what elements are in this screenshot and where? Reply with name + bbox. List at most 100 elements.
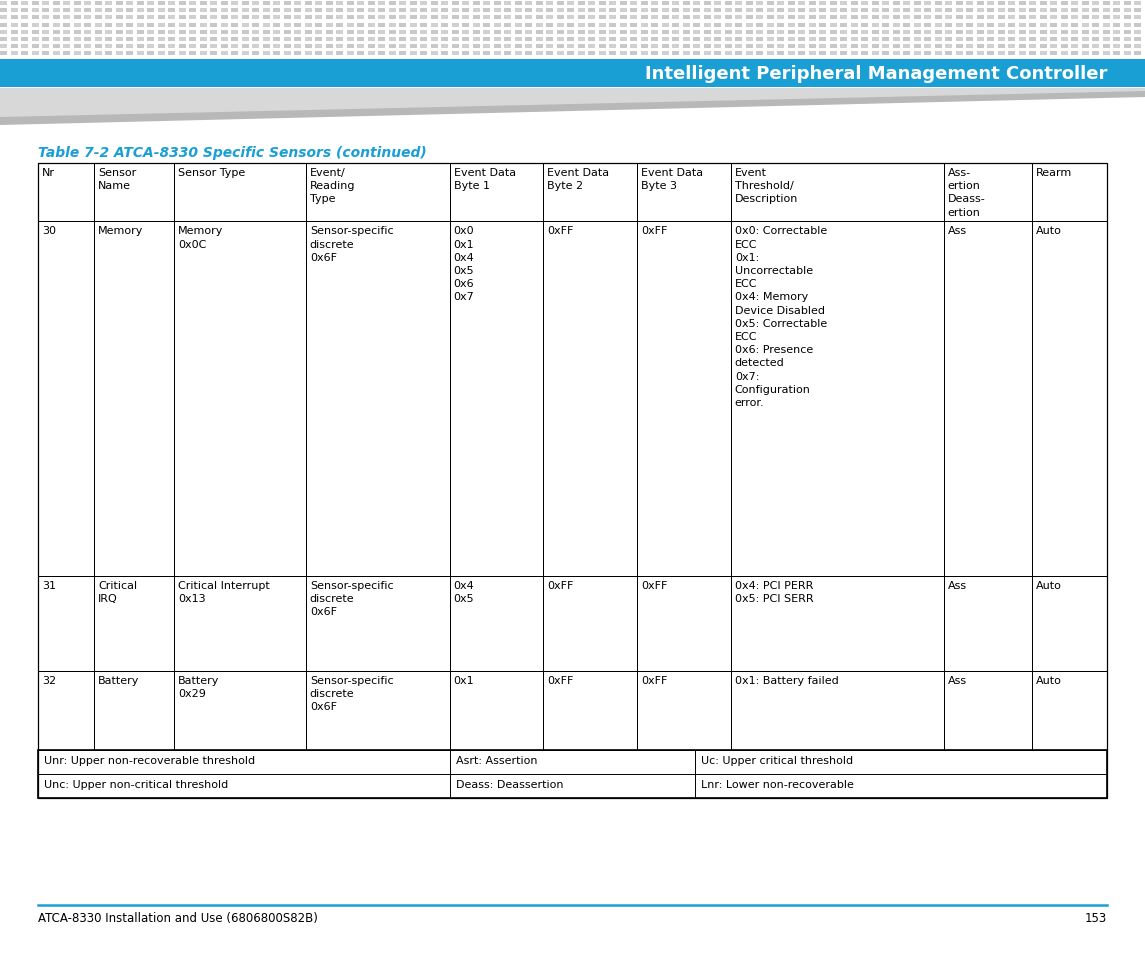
Bar	[693, 67, 700, 71]
Bar	[262, 81, 269, 85]
Bar	[147, 2, 153, 6]
Bar	[306, 164, 450, 222]
Bar	[378, 16, 385, 20]
Bar	[514, 16, 521, 20]
Bar	[21, 67, 27, 71]
Bar	[53, 67, 60, 71]
Bar	[662, 38, 669, 42]
Bar	[420, 2, 427, 6]
Bar	[934, 74, 941, 78]
Bar	[95, 59, 102, 64]
Bar	[966, 2, 973, 6]
Bar	[158, 52, 165, 56]
Bar	[861, 45, 868, 50]
Bar	[840, 74, 847, 78]
Bar	[966, 10, 973, 13]
Bar	[1019, 59, 1026, 64]
Bar	[714, 45, 721, 50]
Bar	[305, 67, 311, 71]
Bar	[174, 577, 306, 671]
Bar	[599, 59, 606, 64]
Bar	[1092, 10, 1099, 13]
Bar	[536, 74, 543, 78]
Bar	[788, 67, 795, 71]
Bar	[461, 81, 469, 85]
Text: Ass-
ertion
Deass-
ertion: Ass- ertion Deass- ertion	[948, 168, 986, 217]
Bar	[630, 38, 637, 42]
Bar	[714, 30, 721, 34]
Bar	[851, 67, 858, 71]
Text: 30: 30	[42, 226, 56, 236]
Bar	[987, 52, 994, 56]
Bar	[388, 59, 395, 64]
Bar	[977, 52, 984, 56]
Bar	[0, 38, 7, 42]
Bar	[179, 74, 185, 78]
Bar	[38, 671, 94, 751]
Bar	[808, 24, 815, 28]
Bar	[441, 67, 448, 71]
Bar	[1092, 45, 1099, 50]
Bar	[997, 52, 1004, 56]
Bar	[189, 59, 196, 64]
Bar	[410, 16, 417, 20]
Bar	[536, 24, 543, 28]
Bar	[189, 16, 196, 20]
Bar	[294, 16, 301, 20]
Bar	[808, 45, 815, 50]
Bar	[756, 81, 763, 85]
Bar	[1103, 24, 1110, 28]
Bar	[242, 30, 248, 34]
Bar	[1123, 24, 1130, 28]
Bar	[756, 30, 763, 34]
Bar	[105, 59, 112, 64]
Bar	[32, 2, 39, 6]
Bar	[619, 16, 626, 20]
Bar	[892, 74, 900, 78]
Bar	[630, 24, 637, 28]
Bar	[210, 52, 218, 56]
Text: 0x0: Correctable
ECC
0x1:
Uncorrectable
ECC
0x4: Memory
Device Disabled
0x5: Cor: 0x0: Correctable ECC 0x1: Uncorrectable …	[735, 226, 827, 408]
Bar	[398, 45, 406, 50]
Bar	[693, 52, 700, 56]
Bar	[829, 16, 837, 20]
Bar	[567, 10, 574, 13]
Bar	[210, 38, 218, 42]
Bar	[273, 67, 281, 71]
Bar	[420, 52, 427, 56]
Bar	[1040, 38, 1047, 42]
Bar	[461, 2, 469, 6]
Bar	[966, 24, 973, 28]
Bar	[210, 59, 218, 64]
Bar	[63, 16, 70, 20]
Bar	[556, 74, 563, 78]
Text: 0x4: PCI PERR
0x5: PCI SERR: 0x4: PCI PERR 0x5: PCI SERR	[735, 580, 813, 603]
Bar	[335, 16, 343, 20]
Bar	[199, 24, 206, 28]
Bar	[714, 38, 721, 42]
Bar	[147, 59, 153, 64]
Bar	[1019, 16, 1026, 20]
Bar	[158, 30, 165, 34]
Bar	[997, 81, 1004, 85]
Bar	[903, 10, 910, 13]
Bar	[357, 45, 364, 50]
Bar	[829, 67, 837, 71]
Bar	[315, 10, 322, 13]
Bar	[1082, 74, 1089, 78]
Bar	[672, 38, 679, 42]
Bar	[652, 24, 658, 28]
Bar	[703, 30, 711, 34]
Bar	[262, 16, 269, 20]
Bar	[924, 30, 931, 34]
Text: 0xFF: 0xFF	[641, 226, 668, 236]
Bar	[1008, 45, 1014, 50]
Bar	[431, 10, 437, 13]
Bar	[378, 24, 385, 28]
Bar	[158, 74, 165, 78]
Bar	[819, 2, 826, 6]
Bar	[1103, 59, 1110, 64]
Bar	[619, 74, 626, 78]
Bar	[819, 16, 826, 20]
Bar	[136, 30, 143, 34]
